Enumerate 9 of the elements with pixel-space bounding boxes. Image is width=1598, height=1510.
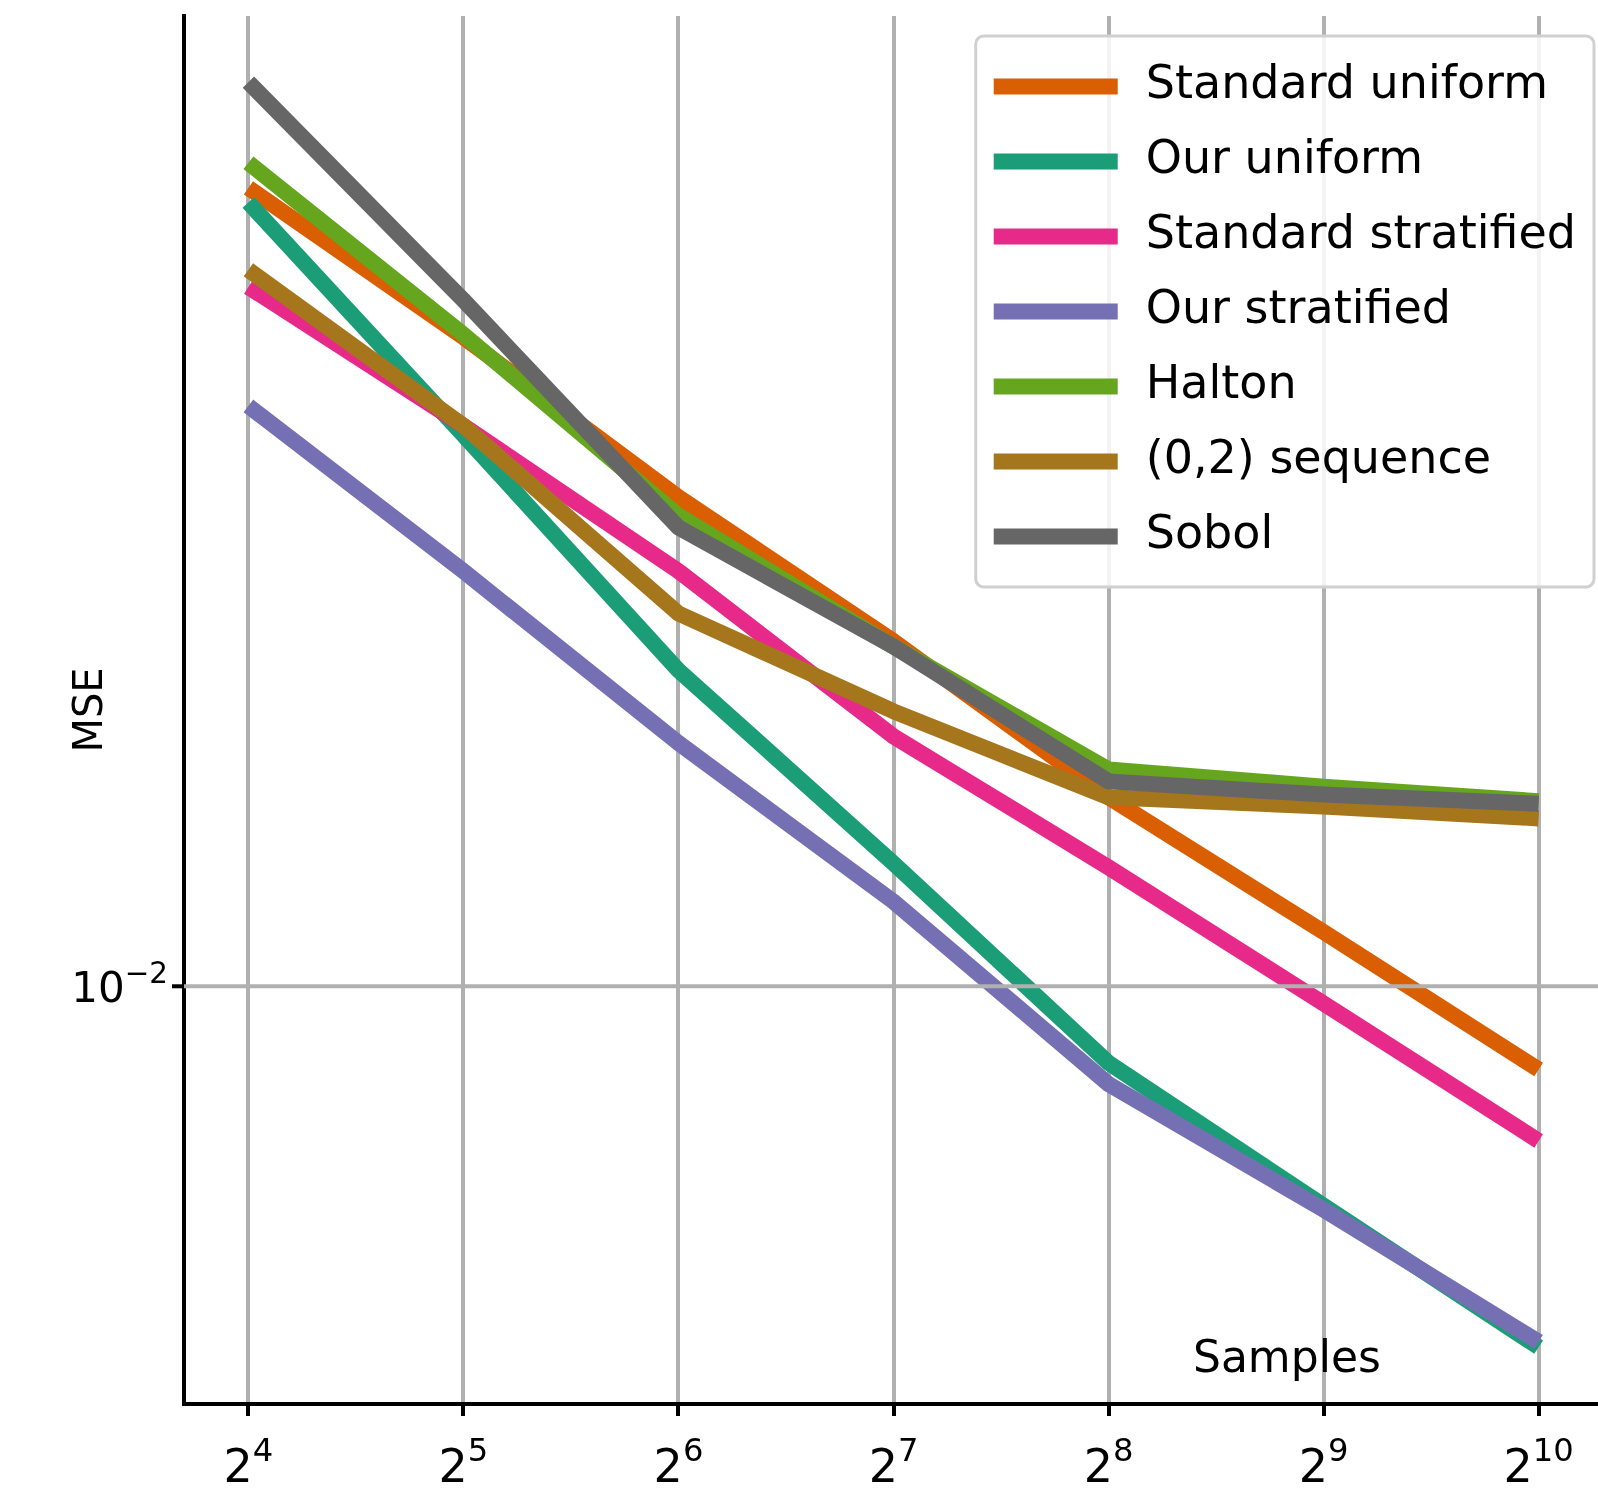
legend-label: (0,2) sequence <box>1145 430 1492 485</box>
legend-label: Halton <box>1145 355 1297 410</box>
legend-label: Our uniform <box>1145 130 1423 185</box>
x-axis-title: Samples <box>1192 1331 1381 1382</box>
y-axis-title: MSE <box>65 667 111 753</box>
legend-label: Our stratified <box>1145 280 1452 335</box>
legend-label: Standard uniform <box>1145 55 1548 110</box>
legend-label: Standard stratified <box>1145 205 1577 260</box>
legend-label: Sobol <box>1145 505 1274 560</box>
